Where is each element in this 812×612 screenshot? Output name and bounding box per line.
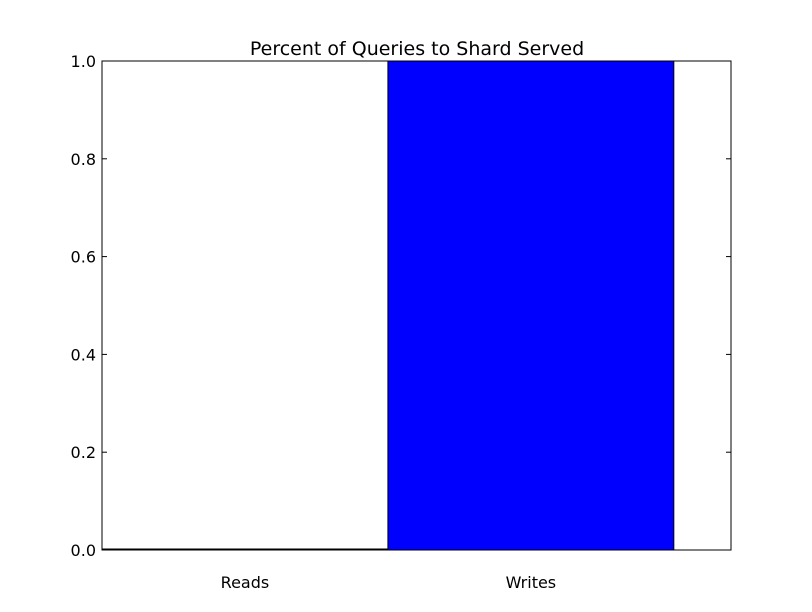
bar-writes	[387, 60, 675, 551]
y-tick-label: 0.2	[71, 443, 96, 462]
y-tick-label: 1.0	[71, 52, 96, 71]
y-tick-label: 0.4	[71, 345, 96, 364]
x-tick-label-writes: Writes	[506, 573, 557, 592]
y-tick-label: 0.6	[71, 248, 96, 267]
y-tick-label: 0.8	[71, 150, 96, 169]
plot-frame	[101, 60, 732, 551]
x-tick-label-reads: Reads	[221, 573, 270, 592]
plot-area: Reads Writes 0.0 0.2 0.4 0.6 0.8 1.0	[71, 52, 732, 592]
chart-title: Percent of Queries to Shard Served	[250, 38, 584, 60]
y-tick-label: 0.0	[71, 541, 96, 560]
